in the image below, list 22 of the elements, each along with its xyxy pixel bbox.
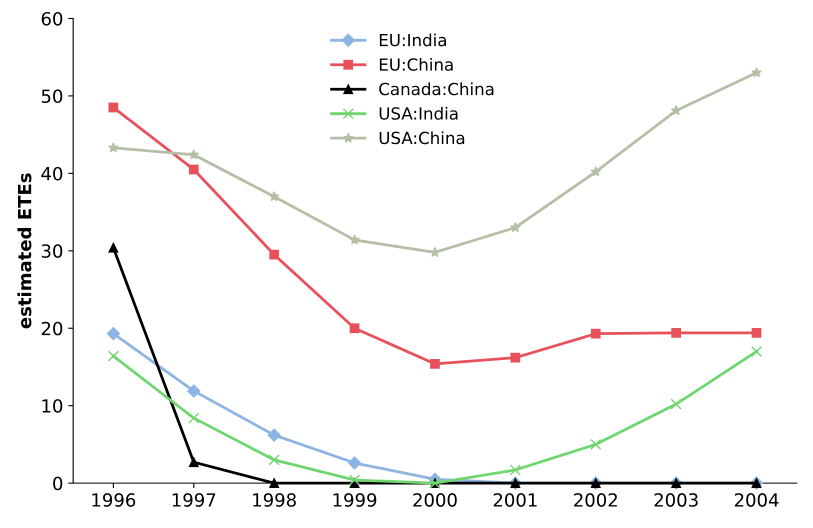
y-tick-label: 30 [42, 244, 62, 258]
x-tick-label: 2001 [494, 493, 537, 507]
x-tick-label: 1998 [253, 493, 296, 507]
y-tick-label: 20 [42, 322, 62, 336]
y-tick-label: 40 [41, 166, 62, 180]
y-axis-title: estimated ETEs [17, 173, 32, 328]
legend-label: Canada:China [379, 82, 494, 96]
x-tick-label: 1999 [334, 493, 376, 507]
legend-label: EU:India [380, 33, 446, 46]
y-tick-label: 50 [42, 89, 62, 104]
x-tick-label: 1997 [172, 493, 216, 507]
y-tick-label: 60 [42, 12, 62, 26]
x-tick-label: 2003 [654, 493, 698, 507]
legend-label: USA:India [380, 106, 458, 120]
y-tick-label: 0 [53, 476, 62, 490]
x-tick-label: 2004 [734, 493, 779, 507]
legend-label: USA:China [380, 131, 464, 144]
x-tick-label: 2000 [413, 493, 457, 507]
x-tick-label: 1996 [92, 493, 136, 507]
x-tick-label: 2002 [574, 493, 617, 507]
y-tick-label: 10 [42, 399, 62, 413]
legend-label: EU:China [380, 58, 453, 71]
